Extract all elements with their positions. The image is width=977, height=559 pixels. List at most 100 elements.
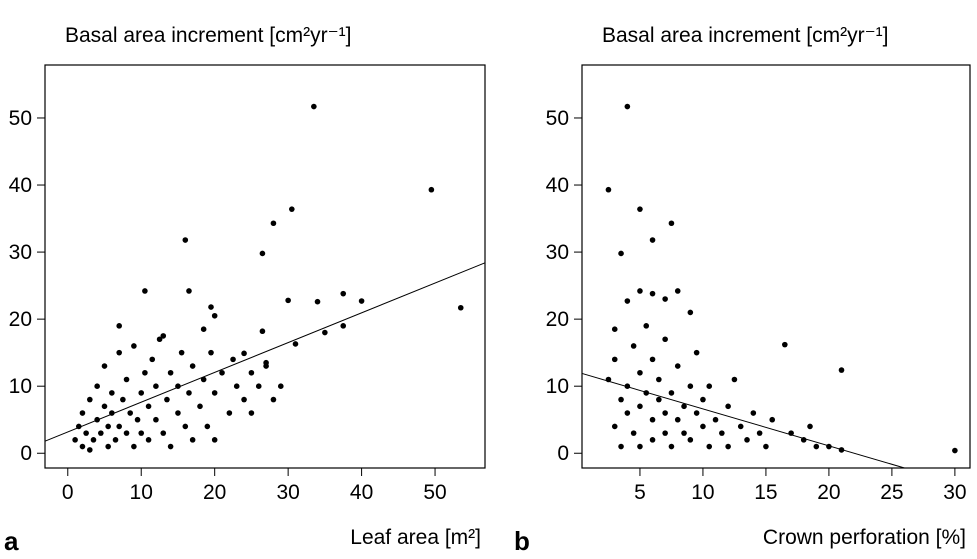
point bbox=[160, 430, 167, 436]
point bbox=[94, 383, 100, 389]
fit-line bbox=[581, 372, 905, 469]
point bbox=[611, 326, 618, 332]
y-tick-label: 40 bbox=[546, 174, 569, 197]
point bbox=[182, 423, 189, 430]
point bbox=[248, 369, 255, 376]
x-tick-label: 20 bbox=[203, 481, 226, 504]
point bbox=[662, 430, 668, 436]
point bbox=[233, 383, 240, 389]
point bbox=[160, 333, 167, 339]
point bbox=[656, 376, 662, 383]
point bbox=[712, 416, 719, 423]
point bbox=[457, 304, 464, 311]
x-tick-label: 10 bbox=[130, 481, 153, 504]
point bbox=[358, 298, 365, 304]
point bbox=[79, 443, 86, 450]
point bbox=[259, 328, 266, 335]
point bbox=[263, 363, 269, 369]
point bbox=[149, 356, 156, 363]
point bbox=[838, 367, 845, 373]
x-tick-label: 15 bbox=[754, 481, 777, 504]
x-tick-label: 50 bbox=[423, 481, 446, 504]
panel-label: b bbox=[514, 526, 530, 554]
point bbox=[145, 403, 152, 410]
y-tick-label: 50 bbox=[546, 107, 569, 130]
point bbox=[277, 383, 284, 389]
point bbox=[624, 410, 631, 416]
point bbox=[674, 363, 681, 369]
point bbox=[230, 356, 236, 363]
point bbox=[838, 447, 845, 453]
point bbox=[87, 447, 93, 453]
point bbox=[630, 430, 637, 436]
point bbox=[226, 410, 233, 416]
y-tick-label: 20 bbox=[546, 308, 569, 331]
title: Basal area increment [cm²yr⁻¹] bbox=[602, 24, 889, 47]
point bbox=[208, 304, 214, 310]
point bbox=[83, 430, 89, 436]
x-tick-label: 0 bbox=[62, 481, 74, 504]
point bbox=[693, 410, 700, 416]
point bbox=[756, 430, 763, 436]
point bbox=[643, 390, 650, 396]
point bbox=[693, 349, 700, 356]
point bbox=[681, 430, 687, 436]
point bbox=[611, 423, 618, 430]
point bbox=[340, 290, 347, 297]
point bbox=[270, 220, 277, 227]
point bbox=[142, 288, 148, 294]
point bbox=[153, 416, 159, 423]
point bbox=[637, 206, 643, 212]
y-tick-label: 30 bbox=[9, 241, 32, 264]
x-tick-label: 5 bbox=[634, 481, 646, 504]
point bbox=[826, 443, 832, 450]
y-tick-label: 10 bbox=[546, 375, 569, 398]
point bbox=[637, 288, 643, 294]
plot-frame bbox=[581, 64, 971, 469]
x-tick-label: 30 bbox=[276, 481, 299, 504]
point bbox=[156, 336, 163, 343]
point bbox=[123, 376, 130, 383]
panel-label: a bbox=[4, 526, 19, 554]
point bbox=[322, 329, 328, 336]
point bbox=[750, 410, 757, 416]
point bbox=[285, 297, 291, 304]
point bbox=[211, 390, 218, 396]
point bbox=[105, 423, 111, 430]
point bbox=[637, 403, 643, 410]
point bbox=[105, 443, 111, 450]
y-tick-label: 10 bbox=[9, 375, 32, 398]
point bbox=[618, 443, 624, 450]
point bbox=[131, 343, 137, 349]
point bbox=[255, 383, 262, 389]
point bbox=[178, 349, 185, 356]
point bbox=[744, 437, 750, 443]
point bbox=[142, 369, 148, 376]
point bbox=[90, 437, 97, 443]
point bbox=[292, 341, 299, 347]
point bbox=[687, 437, 694, 443]
point bbox=[138, 430, 145, 436]
point bbox=[769, 416, 776, 423]
point bbox=[788, 430, 794, 436]
point bbox=[127, 410, 134, 416]
point bbox=[75, 423, 82, 430]
point bbox=[618, 396, 624, 403]
x-tick-label: 30 bbox=[943, 481, 966, 504]
point bbox=[668, 390, 675, 396]
y-tick-label: 50 bbox=[9, 107, 32, 130]
point bbox=[668, 220, 675, 227]
point bbox=[138, 390, 145, 396]
y-tick-label: 0 bbox=[557, 442, 569, 465]
point bbox=[637, 369, 643, 376]
point bbox=[719, 430, 725, 436]
point bbox=[725, 403, 731, 410]
point bbox=[189, 437, 196, 443]
x-axis-label: Crown perforation [%] bbox=[763, 526, 966, 549]
x-tick-label: 20 bbox=[817, 481, 840, 504]
point bbox=[182, 237, 189, 243]
point bbox=[314, 298, 321, 305]
point bbox=[241, 396, 247, 403]
point bbox=[428, 186, 435, 193]
point bbox=[134, 416, 141, 423]
